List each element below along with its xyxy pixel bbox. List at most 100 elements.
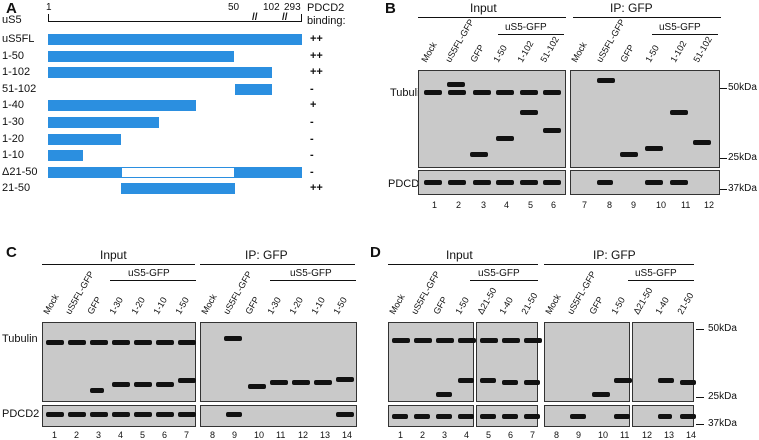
- blot-band: [68, 412, 86, 417]
- lane-number: 5: [140, 430, 146, 440]
- panel-b-group-header-ip: uS5-GFP: [659, 22, 701, 33]
- construct-label: 1-20: [2, 132, 25, 145]
- construct-label: 1-50: [2, 49, 25, 62]
- lane-label: GFP: [85, 294, 104, 316]
- lane-label: GFP: [431, 294, 450, 316]
- lane-number: 8: [210, 430, 216, 440]
- blot-band: [543, 128, 561, 133]
- blot-band: [436, 392, 452, 397]
- lane-label: 1-30: [265, 295, 284, 316]
- panel-b-group-line-input: [498, 34, 564, 35]
- blot-band: [424, 90, 442, 95]
- panel-b-input-header: Input: [470, 1, 497, 15]
- blot-band: [178, 378, 196, 383]
- panel-b-group-line-ip: [652, 34, 718, 35]
- panel-a-label: A: [6, 0, 17, 17]
- lane-label: 21-50: [675, 291, 696, 316]
- construct-label: 1-102: [2, 66, 31, 79]
- binding-value: -: [310, 116, 314, 128]
- lane-number: 3: [481, 200, 487, 210]
- panel-d-ip-header: IP: GFP: [593, 248, 636, 262]
- panel-b-input-line: [418, 17, 566, 18]
- blot-band: [458, 414, 474, 419]
- blot-band: [680, 380, 696, 385]
- lane-label: 21-50: [519, 291, 540, 316]
- blot-band: [448, 180, 466, 185]
- lane-number: 11: [276, 430, 286, 440]
- construct-bar: [48, 133, 121, 145]
- blot-band: [496, 90, 514, 95]
- panel-c-ip-line: [200, 264, 355, 265]
- lane-label: Mock: [41, 292, 61, 316]
- panel-d-label: D: [370, 244, 381, 261]
- lane-number: 12: [704, 200, 715, 210]
- blot-band: [592, 392, 610, 397]
- blot-band: [414, 414, 430, 419]
- blot-band: [90, 388, 104, 393]
- blot-band: [392, 414, 408, 419]
- scale-break-1: //: [252, 12, 258, 23]
- panel-b-tick-37: [720, 189, 727, 190]
- construct-bar: [48, 150, 83, 162]
- panel-c-blot-input-top: [42, 322, 196, 402]
- lane-number: 10: [254, 430, 265, 440]
- panel-d-blot-ip-top-a: [544, 322, 630, 402]
- lane-number: 5: [486, 430, 492, 440]
- blot-band: [620, 152, 638, 157]
- panel-d-tick-25: [696, 397, 704, 398]
- lane-number: 3: [442, 430, 448, 440]
- lane-number: 6: [508, 430, 514, 440]
- blot-band: [480, 414, 496, 419]
- blot-band: [524, 414, 540, 419]
- blot-band: [90, 412, 108, 417]
- lane-label: 1-10: [151, 295, 170, 316]
- lane-label: Mock: [199, 292, 219, 316]
- panel-c-blot-ip-bottom: [200, 405, 357, 427]
- scale-tick-1: 1: [46, 2, 52, 13]
- blot-band: [597, 78, 615, 83]
- panel-c-group-line-input: [110, 280, 196, 281]
- blot-band: [524, 380, 540, 385]
- panel-b-label: B: [385, 0, 396, 17]
- panel-b-ip-header: IP: GFP: [610, 1, 653, 15]
- blot-band: [112, 340, 130, 345]
- lane-number: 14: [686, 430, 697, 440]
- construct-bar: [48, 34, 302, 45]
- panel-d-tick-37: [696, 424, 704, 425]
- panel-b-marker-37: 37kDa: [728, 183, 757, 194]
- lane-label: GFP: [468, 42, 487, 64]
- scale-tick-102: 102: [263, 2, 280, 13]
- blot-band: [597, 180, 613, 185]
- lane-number: 2: [74, 430, 80, 440]
- blot-band: [112, 382, 130, 387]
- binding-value: -: [310, 165, 314, 178]
- construct-bar: [235, 83, 272, 95]
- lane-label: 51-102: [538, 34, 562, 64]
- lane-label: 1-50: [173, 295, 192, 316]
- blot-band: [226, 412, 242, 417]
- construct-bar: [48, 100, 196, 112]
- blot-band: [248, 384, 266, 389]
- construct-label: 1-40: [2, 99, 25, 112]
- panel-d-marker-25: 25kDa: [708, 391, 737, 402]
- panel-d-tick-50: [696, 329, 704, 330]
- blot-band: [224, 336, 242, 341]
- blot-band: [570, 414, 586, 419]
- binding-value: -: [310, 132, 314, 145]
- binding-value: -: [310, 149, 314, 162]
- panel-d-group-header-ip: uS5-GFP: [635, 268, 677, 279]
- lane-label: GFP: [587, 294, 606, 316]
- lane-number: 1: [432, 200, 438, 210]
- panel-b-row-tubulin: Tubulin: [390, 87, 426, 99]
- panel-c-group-header-input: uS5-GFP: [128, 268, 170, 279]
- panel-d-group-header-input: uS5-GFP: [478, 268, 520, 279]
- blot-band: [480, 378, 496, 383]
- lane-number: 8: [607, 200, 613, 210]
- panel-c-group-header-ip: uS5-GFP: [290, 268, 332, 279]
- binding-value: +: [310, 99, 317, 112]
- blot-band: [470, 152, 488, 157]
- blot-band: [614, 378, 632, 383]
- construct-label: 51-102: [2, 82, 37, 95]
- lane-number: 2: [456, 200, 462, 210]
- lane-number: 13: [320, 430, 331, 440]
